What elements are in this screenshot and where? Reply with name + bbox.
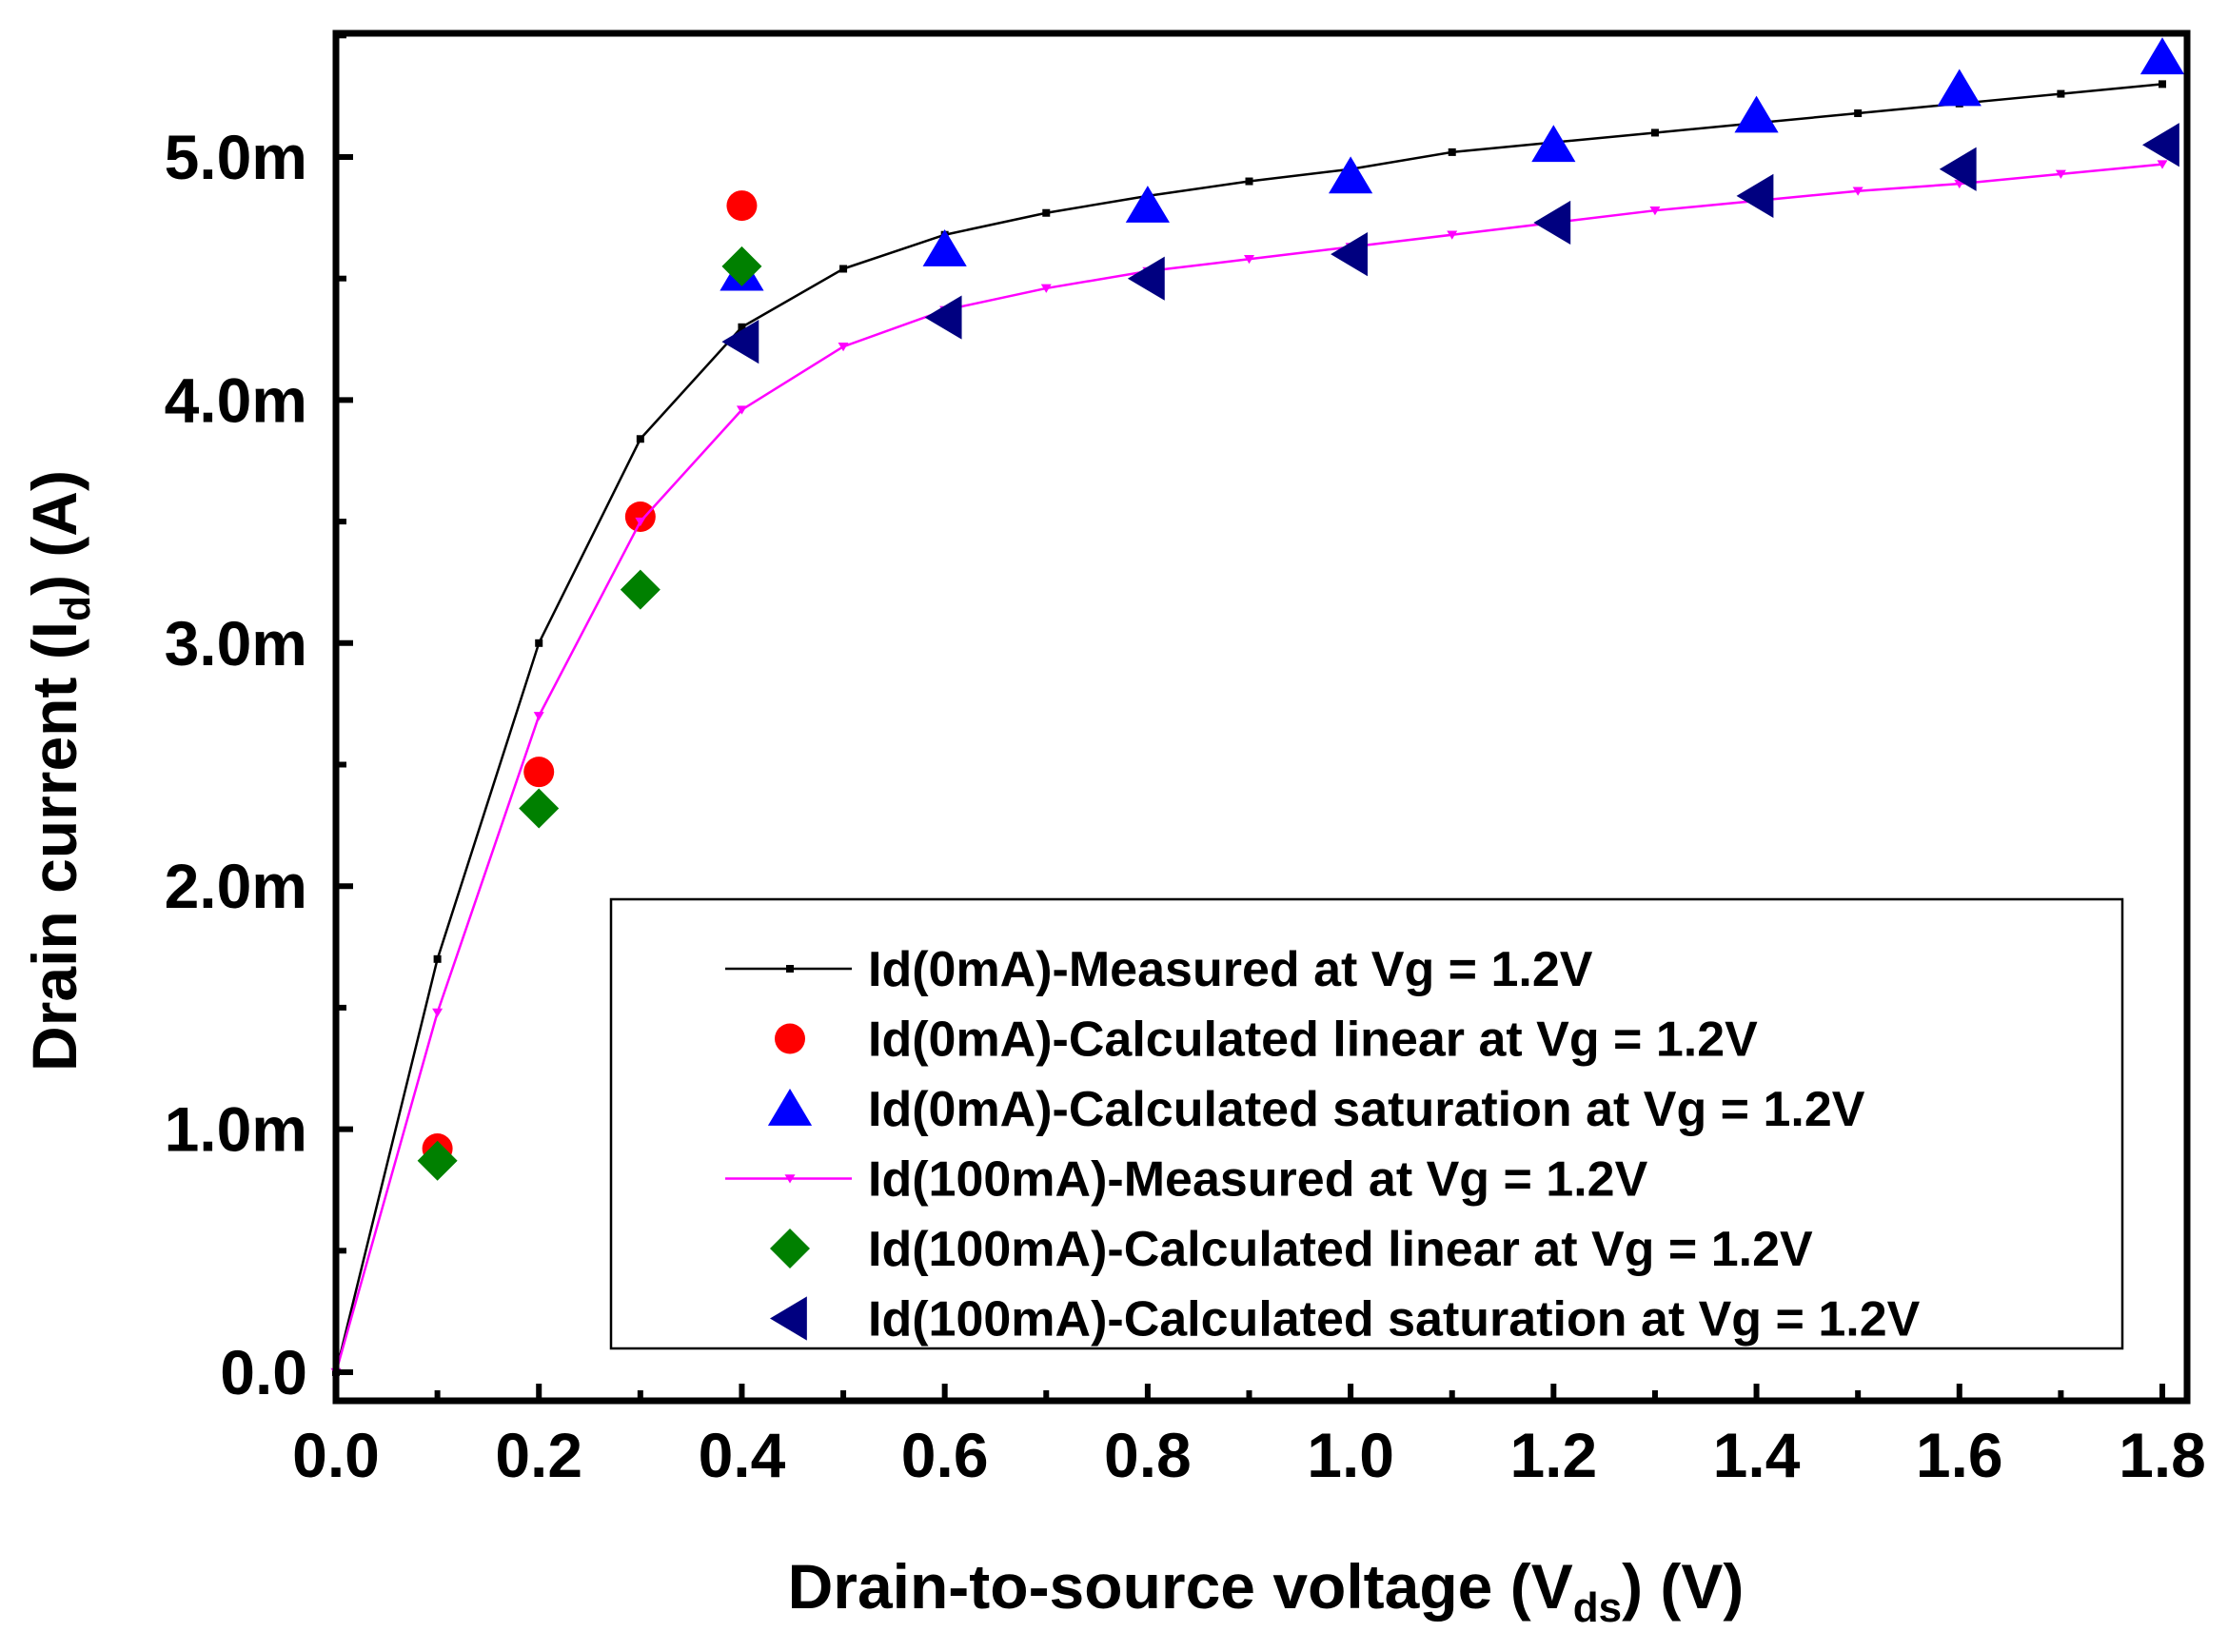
legend-symbol <box>770 1229 810 1268</box>
legend-item: Id(0mA)-Measured at Vg = 1.2V <box>725 942 1593 997</box>
series-6 <box>721 123 2179 364</box>
legend-symbol <box>767 1089 813 1126</box>
data-point <box>620 569 661 610</box>
data-point <box>924 295 962 340</box>
data-point <box>1245 177 1253 186</box>
x-tick-label: 0.0 <box>292 1420 380 1490</box>
y-axis-title: Drain current (Id) (A) <box>19 470 99 1072</box>
data-point <box>1042 208 1051 217</box>
x-tick-label: 0.4 <box>699 1420 786 1490</box>
data-point <box>1125 186 1170 223</box>
data-point <box>635 517 646 527</box>
data-point <box>1533 200 1571 246</box>
data-point <box>2142 123 2179 167</box>
data-point <box>417 1140 458 1181</box>
data-point <box>2055 169 2066 179</box>
legend: Id(0mA)-Measured at Vg = 1.2V Id(0mA)-Cal… <box>609 897 2124 1350</box>
data-point <box>433 954 442 963</box>
data-point <box>2159 80 2166 88</box>
data-point <box>523 757 555 788</box>
data-point <box>2157 160 2168 169</box>
y-tick-label: 1.0m <box>165 1094 307 1165</box>
data-point <box>1650 128 1659 137</box>
data-point <box>1531 125 1576 163</box>
legend-symbol <box>775 1023 805 1054</box>
series-layer <box>330 37 2185 1377</box>
data-point <box>1448 148 1456 156</box>
axes: 0.0 0.2 0.4 0.6 0.8 1.0 1.2 1.4 1.6 1.8 0.0 1.0m 2.0… <box>165 30 2206 1490</box>
legend-item: Id(0mA)-Calculated linear at Vg = 1.2V <box>775 1013 1758 1068</box>
x-tick-label: 1.2 <box>1509 1420 1597 1490</box>
data-point <box>1736 173 1774 218</box>
y-tick-label: 3.0m <box>165 608 307 678</box>
x-tick-label: 0.8 <box>1104 1420 1192 1490</box>
y-tick-label: 0.0 <box>220 1337 307 1407</box>
data-point <box>738 323 746 331</box>
x-tick-label: 1.0 <box>1307 1420 1394 1490</box>
data-point <box>721 320 759 364</box>
series-3 <box>720 37 2185 291</box>
data-point <box>922 229 967 266</box>
data-point <box>1244 255 1254 265</box>
data-point <box>1852 187 1863 196</box>
legend-label: Id(0mA)-Measured at Vg = 1.2V <box>868 942 1593 997</box>
data-point <box>2057 89 2065 98</box>
data-point <box>519 788 560 829</box>
data-point <box>533 712 544 721</box>
legend-symbol <box>784 1174 796 1184</box>
x-tick-label: 1.6 <box>1916 1420 2003 1490</box>
data-point <box>839 265 848 273</box>
plot-frame <box>332 30 2191 1405</box>
data-point <box>726 190 758 222</box>
data-point <box>721 246 762 286</box>
x-axis-title: Drain-to-source voltage (Vds) (V) <box>788 1551 1745 1631</box>
x-tick-label: 1.8 <box>2119 1420 2206 1490</box>
data-point <box>736 405 747 415</box>
x-tick-label: 1.4 <box>1713 1420 1801 1490</box>
legend-item: Id(100mA)-Measured at Vg = 1.2V <box>725 1152 1648 1208</box>
legend-symbol <box>770 1296 807 1341</box>
data-point <box>1331 232 1368 277</box>
legend-item: Id(0mA)-Calculated saturation at Vg = 1.… <box>767 1082 1865 1137</box>
data-point <box>636 435 644 443</box>
legend-label: Id(100mA)-Calculated linear at Vg = 1.2V <box>868 1222 1813 1277</box>
legend-item: Id(100mA)-Calculated saturation at Vg = … <box>770 1292 1921 1347</box>
x-tick-label: 0.6 <box>901 1420 989 1490</box>
data-point <box>2139 37 2185 75</box>
y-tick-label: 4.0m <box>165 364 307 435</box>
data-point <box>1649 206 1661 216</box>
legend-label: Id(0mA)-Calculated linear at Vg = 1.2V <box>868 1013 1758 1068</box>
data-point <box>535 639 543 647</box>
legend-label: Id(100mA)-Measured at Vg = 1.2V <box>868 1152 1648 1208</box>
y-tick-label: 2.0m <box>165 851 307 921</box>
data-point <box>1937 69 1982 107</box>
y-tick-label: 5.0m <box>165 122 307 192</box>
data-point <box>1329 156 1373 194</box>
data-point <box>1854 109 1863 118</box>
legend-label: Id(100mA)-Calculated saturation at Vg = … <box>868 1292 1921 1347</box>
data-point <box>1040 284 1052 293</box>
legend-box <box>609 897 2124 1350</box>
data-point <box>1127 256 1165 301</box>
x-tick-label: 0.2 <box>495 1420 582 1490</box>
data-point <box>432 1008 444 1018</box>
data-point <box>1447 230 1458 240</box>
legend-item: Id(100mA)-Calculated linear at Vg = 1.2V <box>770 1222 1813 1277</box>
data-point <box>838 342 849 352</box>
data-point <box>1734 95 1779 133</box>
data-point <box>1939 147 1977 191</box>
legend-symbol <box>786 965 794 973</box>
data-point <box>624 501 656 532</box>
series-5 <box>417 246 762 1181</box>
legend-label: Id(0mA)-Calculated saturation at Vg = 1.… <box>868 1082 1865 1137</box>
